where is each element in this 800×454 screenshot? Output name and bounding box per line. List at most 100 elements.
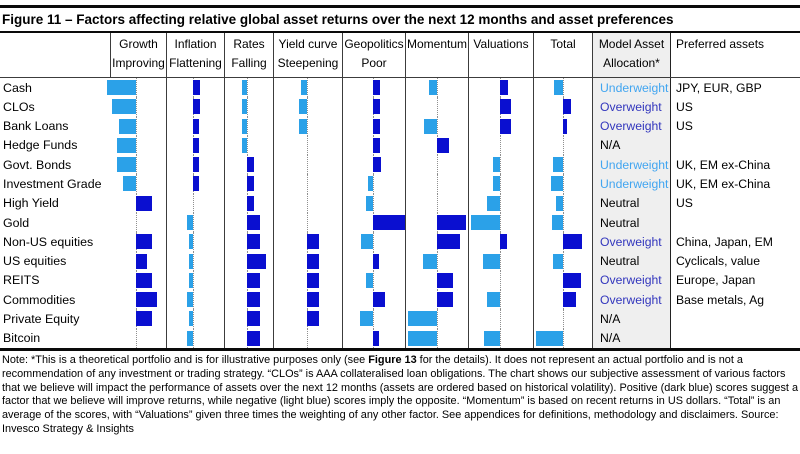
header-cell-growth: Growth Improving bbox=[110, 33, 166, 77]
score-bar bbox=[437, 234, 461, 250]
zero-line bbox=[500, 135, 501, 156]
score-cell-momentum bbox=[405, 328, 468, 348]
score-cell-momentum bbox=[405, 174, 468, 194]
score-bar bbox=[556, 195, 563, 211]
header-line1: Model Asset bbox=[598, 37, 665, 51]
score-cell-inflation bbox=[166, 251, 224, 271]
title-rule-top bbox=[0, 5, 800, 8]
allocation-value: Overweight bbox=[592, 97, 670, 117]
table-row: Gold Neutral bbox=[0, 212, 800, 233]
zero-line bbox=[373, 193, 374, 213]
score-bar bbox=[247, 292, 260, 308]
score-cell-total bbox=[533, 328, 592, 348]
zero-line bbox=[193, 251, 194, 271]
score-cell-rates bbox=[224, 212, 273, 233]
score-cell-total bbox=[533, 78, 592, 98]
score-bar bbox=[563, 118, 567, 134]
zero-line bbox=[193, 290, 194, 310]
score-cell-geopolitics bbox=[342, 193, 405, 213]
table-header: Growth Improving Inflation Flattening Rates F… bbox=[0, 33, 800, 78]
score-cell-growth bbox=[110, 328, 166, 348]
zero-line bbox=[136, 135, 137, 156]
score-cell-inflation bbox=[166, 155, 224, 175]
score-cell-total bbox=[533, 251, 592, 271]
preferred-assets-value bbox=[670, 309, 800, 329]
score-bar bbox=[307, 253, 319, 269]
score-bar bbox=[187, 330, 193, 346]
zero-line bbox=[437, 309, 438, 329]
score-bar bbox=[247, 176, 254, 192]
score-bar bbox=[437, 137, 449, 153]
header-line1: Valuations bbox=[473, 37, 529, 51]
zero-line bbox=[307, 116, 308, 136]
zero-line bbox=[136, 212, 137, 233]
score-cell-momentum bbox=[405, 78, 468, 98]
score-cell-yield_curve bbox=[273, 193, 342, 213]
score-cell-geopolitics bbox=[342, 290, 405, 310]
header-cell-total: Total bbox=[533, 33, 592, 77]
score-bar bbox=[437, 272, 454, 288]
header-line1: Rates bbox=[233, 37, 265, 51]
score-cell-inflation bbox=[166, 212, 224, 233]
score-cell-momentum bbox=[405, 270, 468, 291]
asset-label: REITS bbox=[3, 273, 40, 288]
header-cell-yield_curve: Yield curve Steepening bbox=[273, 33, 342, 77]
score-bar bbox=[136, 292, 158, 308]
score-bar bbox=[482, 253, 500, 269]
zero-line bbox=[247, 78, 248, 98]
zero-line bbox=[307, 174, 308, 194]
score-bar bbox=[247, 214, 260, 230]
asset-label: Govt. Bonds bbox=[3, 157, 72, 172]
zero-line bbox=[373, 309, 374, 329]
score-bar bbox=[424, 118, 437, 134]
score-cell-valuations bbox=[468, 116, 533, 136]
header-cell-geopolitics: Geopolitics Poor bbox=[342, 33, 405, 77]
zero-line bbox=[500, 174, 501, 194]
score-cell-yield_curve bbox=[273, 212, 342, 233]
score-cell-total bbox=[533, 309, 592, 329]
zero-line bbox=[307, 328, 308, 348]
score-bar bbox=[193, 137, 199, 153]
score-cell-geopolitics bbox=[342, 97, 405, 117]
asset-label: Bitcoin bbox=[3, 331, 41, 346]
table-row: Investment Grade Underweight UK, EM ex-Chi… bbox=[0, 174, 800, 194]
score-bar bbox=[563, 272, 582, 288]
allocation-value: Overweight bbox=[592, 116, 670, 136]
score-cell-inflation bbox=[166, 309, 224, 329]
score-cell-valuations bbox=[468, 328, 533, 348]
table-row: Bank Loans Overweight US bbox=[0, 116, 800, 136]
table-row: Private Equity N/A bbox=[0, 309, 800, 329]
zero-line bbox=[307, 155, 308, 175]
table-row: Bitcoin N/A bbox=[0, 328, 800, 348]
allocation-value: Neutral bbox=[592, 212, 670, 233]
score-bar bbox=[136, 195, 152, 211]
score-bar bbox=[500, 99, 511, 115]
note-text-pre: Note: *This is a theoretical portfolio a… bbox=[2, 354, 369, 366]
score-cell-growth bbox=[110, 232, 166, 252]
score-bar bbox=[373, 99, 380, 115]
zero-line bbox=[563, 212, 564, 233]
figure-note: Note: *This is a theoretical portfolio a… bbox=[0, 351, 800, 437]
preferred-assets-value: China, Japan, EM bbox=[670, 232, 800, 252]
score-cell-geopolitics bbox=[342, 309, 405, 329]
zero-line bbox=[247, 135, 248, 156]
score-cell-yield_curve bbox=[273, 135, 342, 156]
zero-line bbox=[437, 97, 438, 117]
score-cell-geopolitics bbox=[342, 328, 405, 348]
zero-line bbox=[563, 155, 564, 175]
score-cell-total bbox=[533, 232, 592, 252]
score-bar bbox=[307, 311, 319, 327]
asset-label: Cash bbox=[3, 80, 32, 95]
score-cell-rates bbox=[224, 97, 273, 117]
score-bar bbox=[247, 253, 267, 269]
asset-label: Commodities bbox=[3, 292, 76, 307]
score-bar bbox=[373, 253, 379, 269]
score-bar bbox=[551, 176, 563, 192]
zero-line bbox=[136, 328, 137, 348]
score-bar bbox=[470, 214, 500, 230]
zero-line bbox=[437, 174, 438, 194]
asset-label: Investment Grade bbox=[3, 177, 102, 192]
score-bar bbox=[193, 99, 201, 115]
score-cell-geopolitics bbox=[342, 78, 405, 98]
